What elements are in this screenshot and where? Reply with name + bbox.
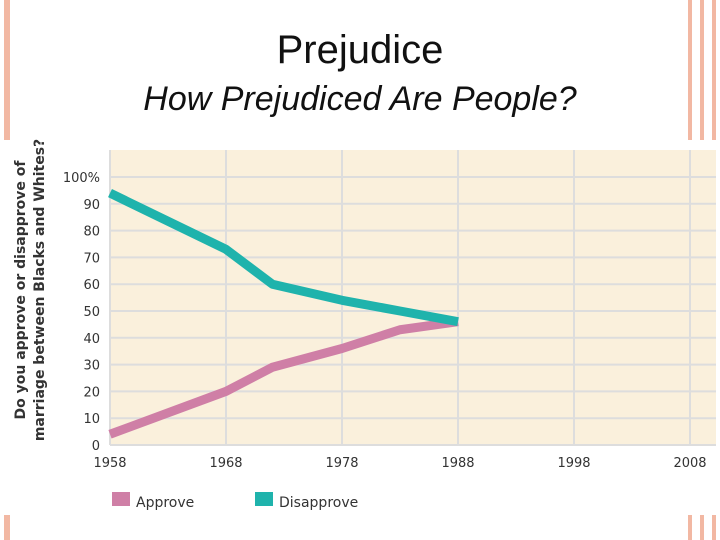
- x-tick-label: 1998: [557, 456, 590, 471]
- legend-label-disapprove: Disapprove: [279, 495, 358, 511]
- accent-bar-top-right-3: [712, 0, 716, 140]
- accent-bar-bottom-right-3: [712, 515, 716, 540]
- y-tick-label: 30: [83, 359, 100, 374]
- accent-bar-top-right-2: [700, 0, 704, 140]
- accent-bar-bottom-right-2: [700, 515, 704, 540]
- x-tick-label: 1968: [209, 456, 242, 471]
- x-tick-label: 2008: [673, 456, 706, 471]
- legend-swatch-disapprove: [255, 492, 273, 506]
- accent-bar-bottom-left: [4, 515, 10, 540]
- y-tick-label: 50: [83, 305, 100, 320]
- y-axis-ticks: 0 10 20 30 40 50 60 70 80 90 100%: [63, 171, 100, 454]
- slide-subtitle: How Prejudiced Are People?: [143, 80, 577, 118]
- y-tick-label: 70: [83, 251, 100, 266]
- y-tick-label: 100%: [63, 171, 100, 186]
- x-tick-label: 1988: [441, 456, 474, 471]
- y-tick-label: 40: [83, 332, 100, 347]
- legend-swatch-approve: [112, 492, 130, 506]
- series-line-disapprove: [108, 189, 459, 327]
- y-tick-label: 80: [83, 225, 100, 240]
- accent-bar-top-left: [4, 0, 10, 140]
- y-tick-label: 0: [92, 439, 100, 454]
- y-tick-label: 90: [83, 198, 100, 213]
- legend: Approve Disapprove: [112, 492, 358, 511]
- x-axis-ticks: 1958 1968 1978 1988 1998 2008: [93, 456, 706, 471]
- legend-label-approve: Approve: [136, 495, 194, 511]
- y-axis-label-line-1: Do you approve or disapprove of: [13, 160, 29, 420]
- series-lines: [108, 189, 459, 439]
- y-axis-label-line-2: marriage between Blacks and Whites?: [32, 139, 48, 441]
- slide-title: Prejudice: [276, 28, 444, 72]
- x-tick-label: 1978: [325, 456, 358, 471]
- x-tick-label: 1958: [93, 456, 126, 471]
- y-tick-label: 20: [83, 385, 100, 400]
- accent-bar-top-right-1: [688, 0, 692, 140]
- accent-bar-bottom-right-1: [688, 515, 692, 540]
- series-line-approve: [108, 317, 459, 439]
- y-tick-label: 10: [83, 412, 100, 427]
- y-tick-label: 60: [83, 278, 100, 293]
